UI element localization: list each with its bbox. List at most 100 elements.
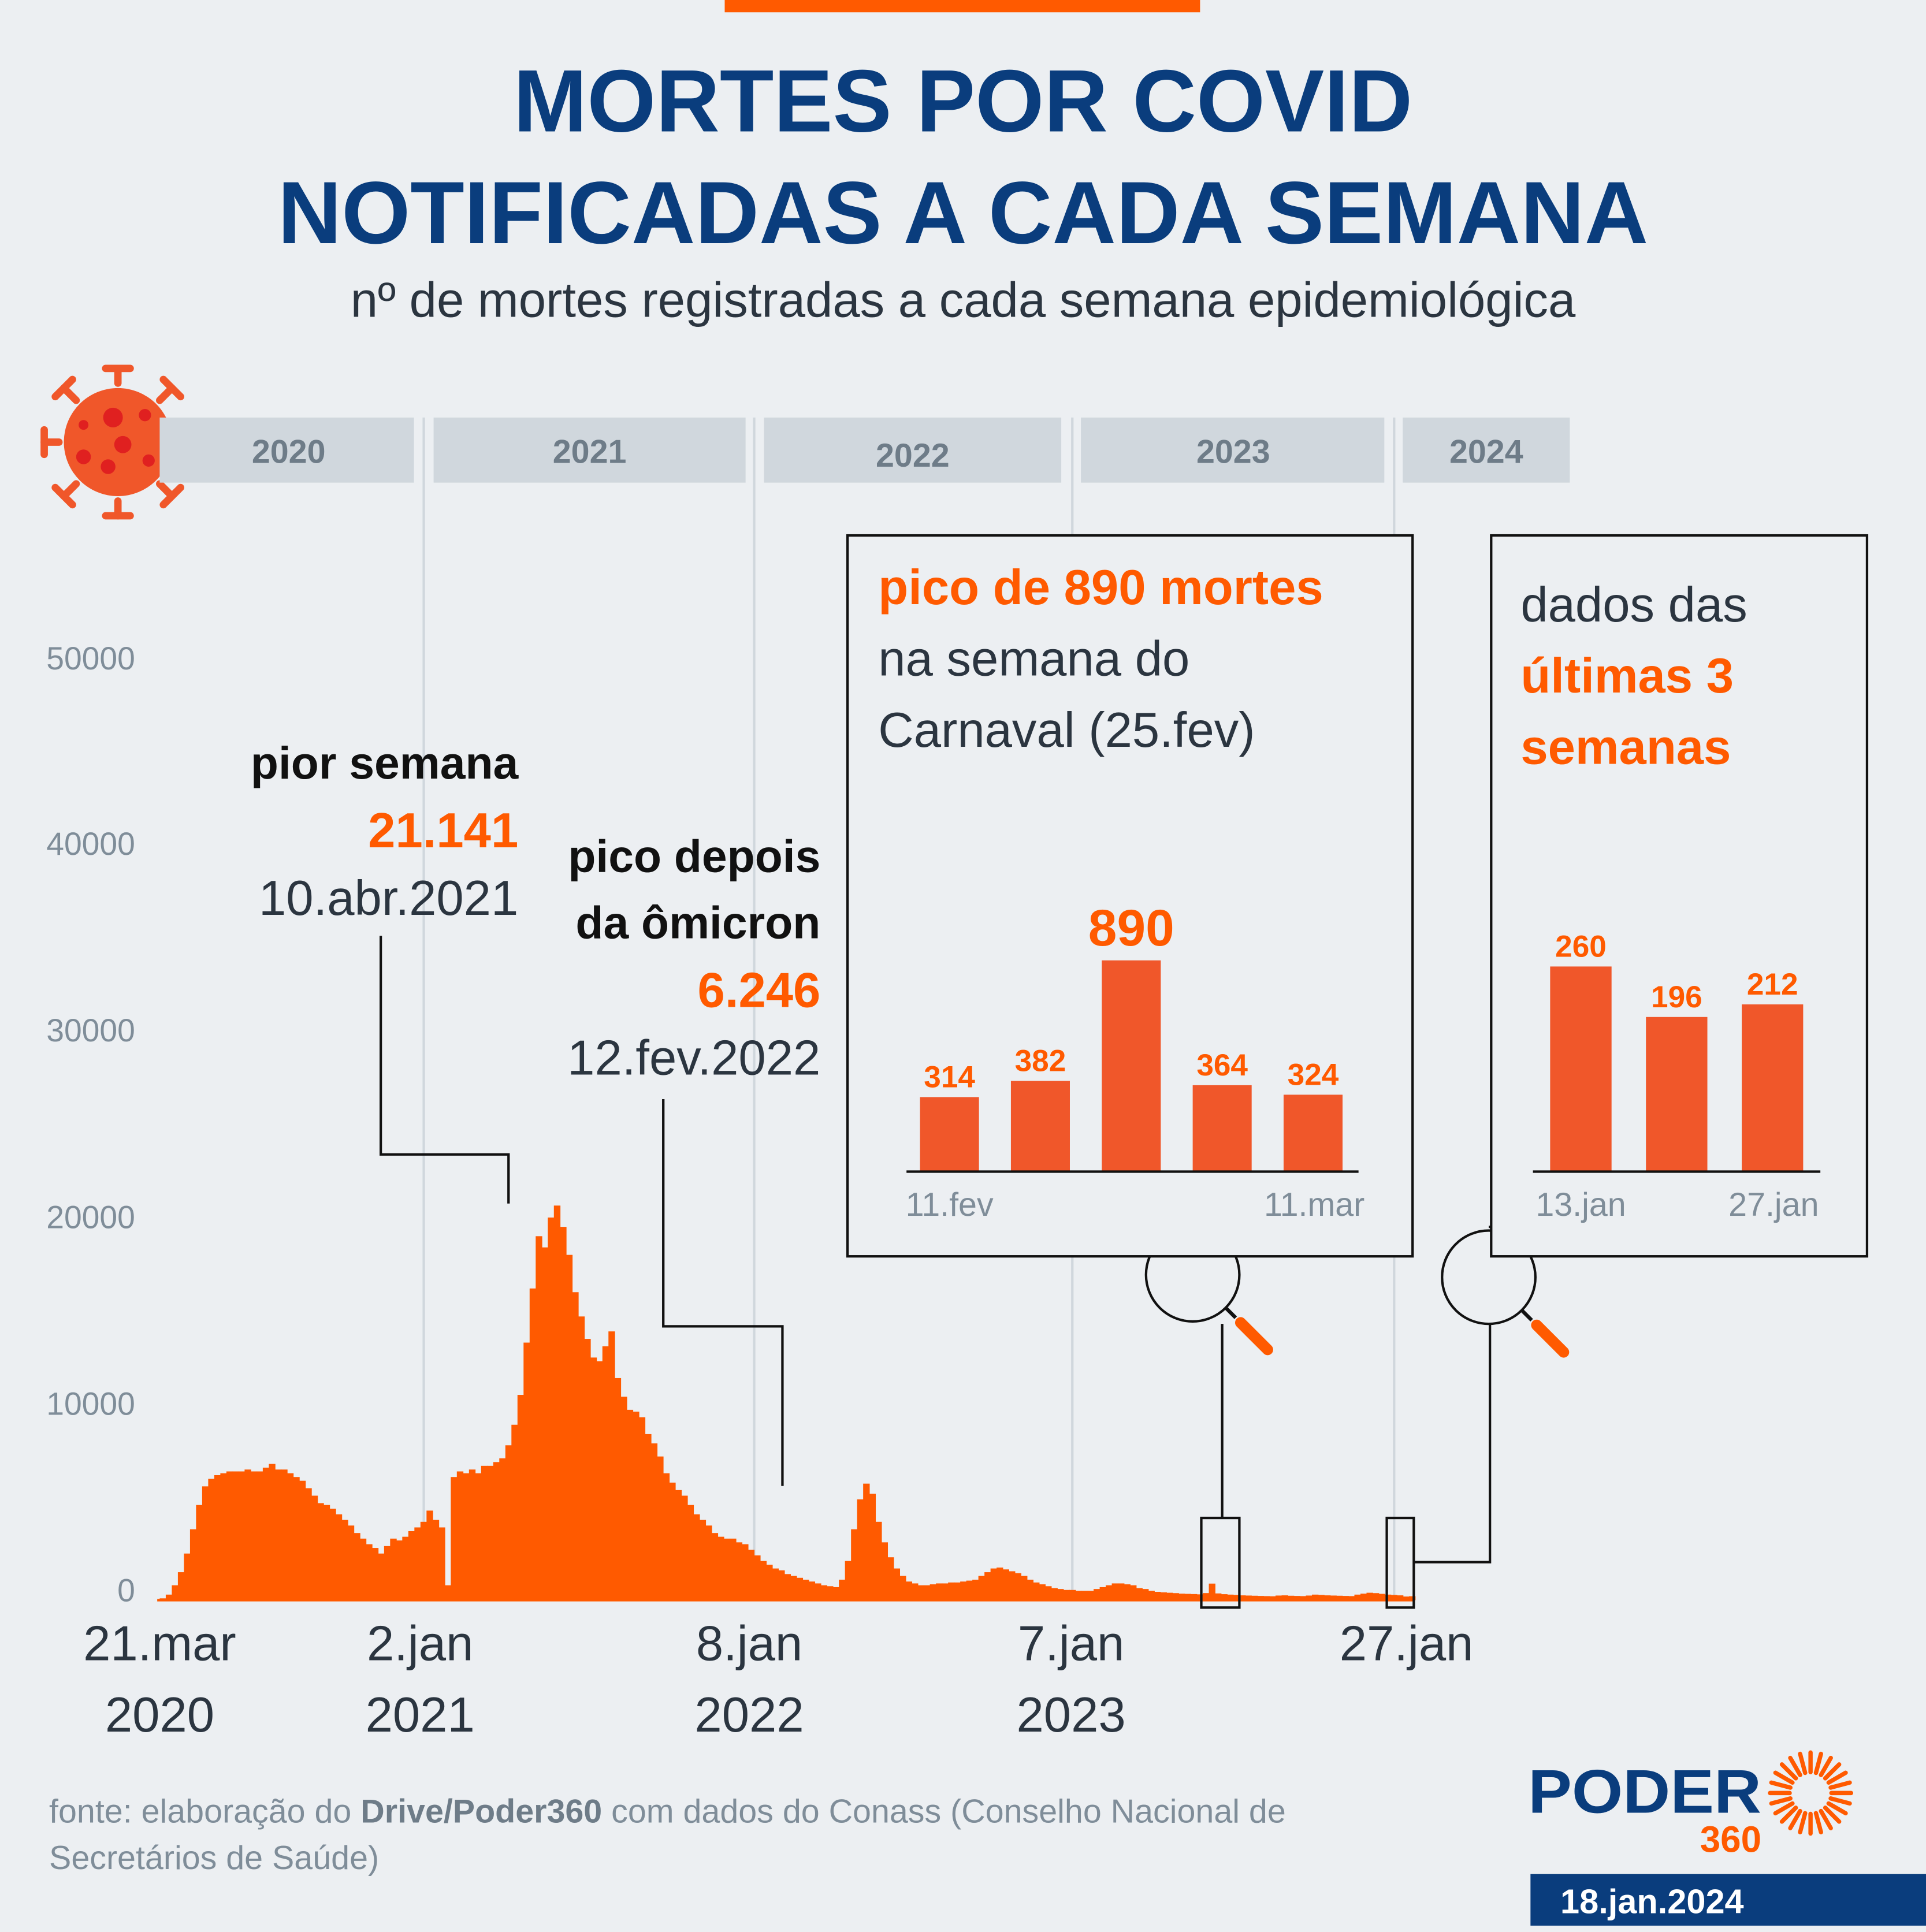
weekly-death-bar bbox=[347, 1525, 355, 1600]
weekly-death-bar bbox=[620, 1397, 627, 1600]
inset-bar-value-label: 324 bbox=[1288, 1058, 1339, 1092]
weekly-death-bar bbox=[214, 1475, 221, 1600]
weekly-death-bar bbox=[384, 1546, 391, 1600]
weekly-death-bar bbox=[1342, 1596, 1349, 1600]
inset-recent-bars: 260 196 212 bbox=[1550, 929, 1804, 1172]
weekly-death-bar bbox=[293, 1477, 300, 1600]
weekly-death-bar bbox=[438, 1527, 445, 1600]
x-tick-label: 8.jan bbox=[696, 1617, 802, 1672]
weekly-death-bar bbox=[1191, 1594, 1198, 1600]
weekly-death-bar bbox=[566, 1255, 573, 1600]
weekly-death-bar bbox=[184, 1553, 191, 1600]
weekly-death-bar bbox=[560, 1227, 567, 1600]
year-label: 2020 bbox=[252, 434, 326, 471]
weekly-death-bar bbox=[1154, 1591, 1161, 1600]
weekly-death-bar bbox=[997, 1567, 1003, 1600]
weekly-death-bar bbox=[1215, 1593, 1222, 1600]
weekly-death-bar bbox=[705, 1525, 712, 1600]
weekly-death-bar bbox=[1306, 1595, 1312, 1600]
x-tick-label: 2023 bbox=[1017, 1688, 1126, 1743]
x-tick-label: 2020 bbox=[105, 1688, 214, 1743]
inset-bar-value-label: 212 bbox=[1747, 967, 1798, 1002]
main-bar-series bbox=[159, 1205, 1416, 1600]
weekly-death-bar bbox=[590, 1357, 597, 1600]
x-axis-labels: 21.mar 2020 2.jan 2021 8.jan 2022 7.jan … bbox=[83, 1617, 1473, 1743]
x-tick-label: 2.jan bbox=[367, 1617, 473, 1672]
weekly-death-bar bbox=[905, 1581, 913, 1600]
weekly-death-bar bbox=[1166, 1592, 1173, 1600]
weekly-death-bar bbox=[1148, 1591, 1155, 1600]
inset-bar-value-label: 314 bbox=[924, 1060, 975, 1094]
highlight-box-recent bbox=[1385, 1516, 1415, 1609]
weekly-death-bar bbox=[523, 1342, 530, 1600]
weekly-death-bar bbox=[475, 1473, 482, 1600]
weekly-death-bar bbox=[1002, 1569, 1009, 1600]
x-tick-label: 7.jan bbox=[1018, 1617, 1124, 1672]
weekly-death-bar bbox=[1027, 1579, 1033, 1600]
inset-title: Carnaval (25.fev) bbox=[878, 703, 1255, 758]
inset-title: dados das bbox=[1520, 578, 1747, 632]
weekly-death-bar bbox=[1136, 1588, 1143, 1600]
weekly-death-bar bbox=[281, 1469, 288, 1600]
weekly-death-bar bbox=[1300, 1596, 1307, 1600]
annotation-label: da ômicron bbox=[575, 897, 820, 948]
weekly-death-bar bbox=[723, 1538, 731, 1600]
weekly-death-bar bbox=[177, 1572, 185, 1600]
weekly-death-bar bbox=[984, 1572, 991, 1600]
weekly-death-bar bbox=[541, 1247, 549, 1600]
inset-title: na semana do bbox=[878, 631, 1189, 686]
weekly-death-bar bbox=[608, 1331, 615, 1600]
annotation-date: 12.fev.2022 bbox=[567, 1030, 820, 1085]
inset-bar-value-label: 364 bbox=[1196, 1048, 1248, 1082]
source-bold: Drive/Poder360 bbox=[360, 1793, 602, 1830]
weekly-death-bar bbox=[669, 1482, 676, 1600]
inset-bar-value-label: 890 bbox=[1088, 899, 1174, 956]
weekly-death-bar bbox=[305, 1488, 312, 1600]
weekly-death-bar bbox=[1057, 1589, 1064, 1600]
weekly-death-bar bbox=[912, 1583, 919, 1600]
weekly-death-bar bbox=[1021, 1576, 1028, 1600]
inset-x-label: 27.jan bbox=[1728, 1186, 1819, 1223]
weekly-death-bar bbox=[820, 1585, 828, 1600]
inset-recent-panel: dados das últimas 3 semanas 260 196 212 13… bbox=[1490, 534, 1869, 1258]
weekly-death-bar bbox=[1087, 1591, 1094, 1600]
weekly-death-bar bbox=[650, 1443, 658, 1600]
y-tick-label: 10000 bbox=[46, 1386, 135, 1421]
weekly-death-bar bbox=[1124, 1584, 1131, 1600]
weekly-death-bar bbox=[614, 1378, 622, 1600]
weekly-death-bar bbox=[1269, 1596, 1276, 1600]
inset-bar bbox=[1550, 966, 1612, 1172]
subtitle: nº de mortes registradas a cada semana e… bbox=[351, 273, 1576, 328]
annotation-value: 6.246 bbox=[698, 963, 821, 1018]
annotation-leader-line bbox=[380, 936, 510, 1204]
title-line-1: MORTES POR COVID bbox=[514, 52, 1412, 151]
y-tick-label: 20000 bbox=[46, 1199, 135, 1235]
x-tick-label: 2021 bbox=[366, 1688, 475, 1743]
year-label: 2022 bbox=[876, 437, 950, 474]
weekly-death-bar bbox=[390, 1538, 397, 1600]
weekly-death-bar bbox=[329, 1509, 336, 1600]
weekly-death-bar bbox=[1094, 1589, 1100, 1600]
weekly-death-bar bbox=[378, 1553, 385, 1600]
weekly-death-bar bbox=[942, 1583, 949, 1600]
weekly-death-bar bbox=[924, 1585, 931, 1600]
weekly-death-bar bbox=[766, 1565, 773, 1600]
weekly-death-bar bbox=[578, 1316, 585, 1600]
logo-word: PODER bbox=[1528, 1757, 1761, 1826]
x-tick-label: 2022 bbox=[694, 1688, 804, 1743]
weekly-death-bar bbox=[505, 1445, 512, 1600]
weekly-death-bar bbox=[323, 1505, 330, 1600]
weekly-death-bar bbox=[851, 1529, 858, 1600]
year-band-2024 bbox=[1403, 417, 1570, 483]
weekly-death-bar bbox=[299, 1480, 306, 1600]
weekly-death-bar bbox=[487, 1465, 494, 1600]
weekly-death-bar bbox=[1239, 1595, 1246, 1600]
weekly-death-bar bbox=[256, 1471, 263, 1600]
weekly-death-bar bbox=[481, 1465, 488, 1600]
weekly-death-bar bbox=[451, 1477, 458, 1600]
weekly-death-bar bbox=[165, 1594, 173, 1600]
weekly-death-bar bbox=[238, 1471, 246, 1600]
inset-bar bbox=[1646, 1017, 1708, 1172]
weekly-death-bar bbox=[887, 1557, 894, 1600]
